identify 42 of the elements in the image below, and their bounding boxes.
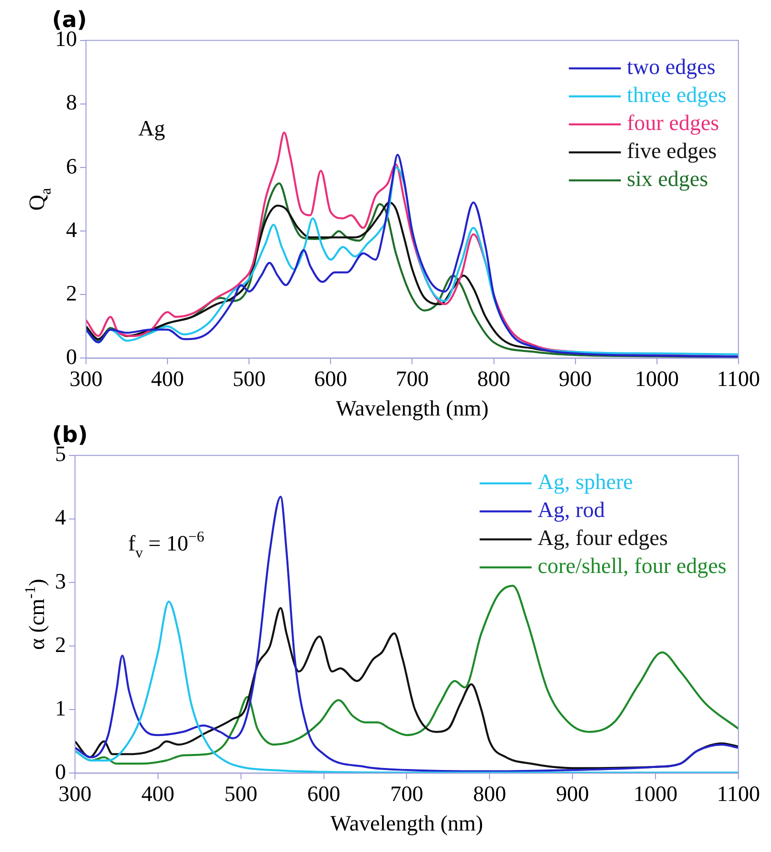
y-tick-label: 1 bbox=[55, 695, 66, 720]
y-tick-label: 0 bbox=[66, 344, 77, 369]
x-tick-label: 700 bbox=[396, 366, 429, 392]
x-tick-label: 1000 bbox=[633, 781, 678, 806]
legend-label: six edges bbox=[626, 166, 708, 192]
x-tick-label: 400 bbox=[151, 366, 184, 392]
x-tick-label: 500 bbox=[224, 781, 258, 806]
legend-label: Ag, four edges bbox=[538, 525, 668, 550]
legend-label: three edges bbox=[626, 82, 726, 108]
annotation: Ag bbox=[138, 116, 166, 141]
x-axis-title: Wavelength (nm) bbox=[330, 810, 484, 836]
legend-label: four edges bbox=[626, 110, 720, 136]
legend-label: two edges bbox=[626, 54, 716, 80]
x-tick-label: 300 bbox=[70, 366, 102, 392]
x-tick-label: 900 bbox=[558, 366, 592, 392]
y-tick-label: 3 bbox=[55, 568, 66, 594]
x-tick-label: 300 bbox=[58, 781, 92, 806]
x-tick-label: 500 bbox=[232, 366, 266, 392]
y-tick-label: 2 bbox=[66, 280, 77, 306]
x-tick-label: 800 bbox=[473, 781, 506, 806]
x-tick-label: 1100 bbox=[716, 366, 760, 392]
legend-label: five edges bbox=[626, 138, 717, 164]
y-tick-label: 8 bbox=[66, 90, 77, 115]
x-tick-label: 900 bbox=[556, 781, 590, 806]
x-tick-label: 700 bbox=[390, 781, 424, 806]
x-tick-label: 600 bbox=[314, 366, 348, 392]
y-tick-label: 4 bbox=[55, 504, 66, 530]
legend-label: Ag, rod bbox=[538, 497, 605, 522]
x-tick-label: 800 bbox=[477, 366, 510, 392]
legend-label: Ag, sphere bbox=[538, 469, 633, 494]
y-axis-title: α (cm-1) bbox=[22, 578, 49, 650]
x-tick-label: 1000 bbox=[634, 366, 679, 392]
y-axis-title: Qa bbox=[24, 188, 55, 211]
x-axis-title: Wavelength (nm) bbox=[336, 396, 489, 421]
legend-label: core/shell, four edges bbox=[538, 553, 726, 578]
y-tick-label: 4 bbox=[66, 216, 77, 242]
y-tick-label: 2 bbox=[55, 632, 66, 657]
x-tick-label: 400 bbox=[141, 781, 174, 806]
x-tick-label: 600 bbox=[307, 781, 340, 806]
y-tick-label: 0 bbox=[55, 758, 66, 784]
x-tick-label: 1100 bbox=[716, 781, 760, 806]
y-tick-label: 6 bbox=[66, 153, 77, 178]
